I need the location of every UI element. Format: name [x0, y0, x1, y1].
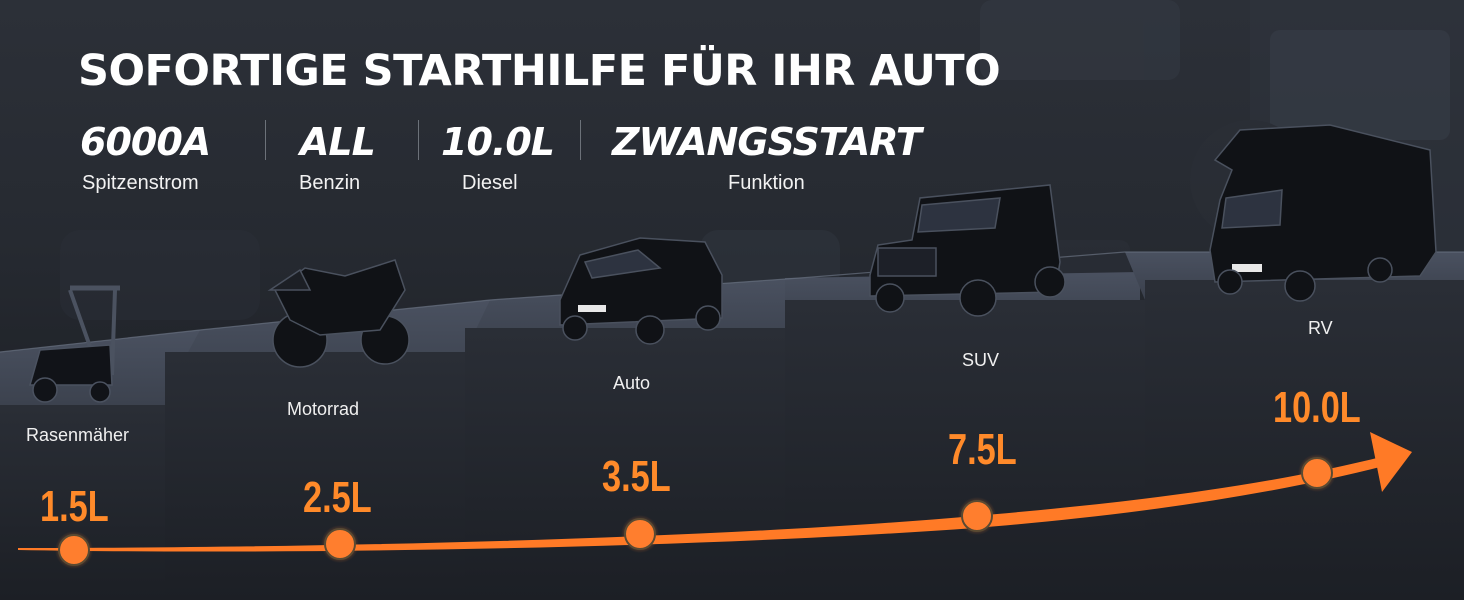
spec-value: 10.0L: [441, 120, 555, 164]
spec-label: Spitzenstrom: [82, 172, 199, 194]
suv-icon: [869, 184, 1066, 317]
spec-label: Diesel: [462, 172, 518, 194]
step-markers: [55, 454, 1336, 569]
spec-divider: [580, 120, 581, 160]
spec-value: ALL: [300, 120, 376, 164]
volume-lawnmower: 1.5L: [40, 482, 109, 531]
lawnmower-icon: [29, 285, 120, 403]
spec-divider: [265, 120, 266, 160]
spec-value: ZWANGSSTART: [612, 120, 922, 164]
growth-arrow: [18, 432, 1412, 552]
spec-peak-current: 6000A Spitzenstrom: [80, 120, 211, 194]
vehicle-label-rv: RV: [1308, 318, 1333, 338]
spec-label: Funktion: [728, 172, 805, 194]
volume-motorcycle: 2.5L: [303, 473, 372, 522]
spec-diesel: 10.0L Diesel: [441, 120, 555, 194]
motorcycle-icon: [267, 259, 410, 368]
volume-car: 3.5L: [602, 452, 671, 501]
vehicle-label-motorcycle: Motorrad: [287, 399, 360, 419]
spec-value: 6000A: [80, 120, 211, 164]
vehicle-label-car: Auto: [613, 373, 651, 393]
spec-force-start: ZWANGSSTART Funktion: [612, 120, 922, 194]
volume-rv: 10.0L: [1273, 383, 1361, 432]
spec-divider: [418, 120, 419, 160]
car-icon: [559, 237, 723, 345]
spec-label: Benzin: [299, 172, 361, 194]
rv-icon: [1209, 124, 1437, 302]
spec-petrol: ALL Benzin: [299, 120, 376, 194]
volume-suv: 7.5L: [948, 425, 1017, 474]
vehicle-label-suv: SUV: [962, 350, 1000, 370]
headline: SOFORTIGE STARTHILFE FÜR IHR AUTO: [78, 46, 1001, 96]
vehicle-label-lawnmower: Rasenmäher: [26, 425, 130, 445]
